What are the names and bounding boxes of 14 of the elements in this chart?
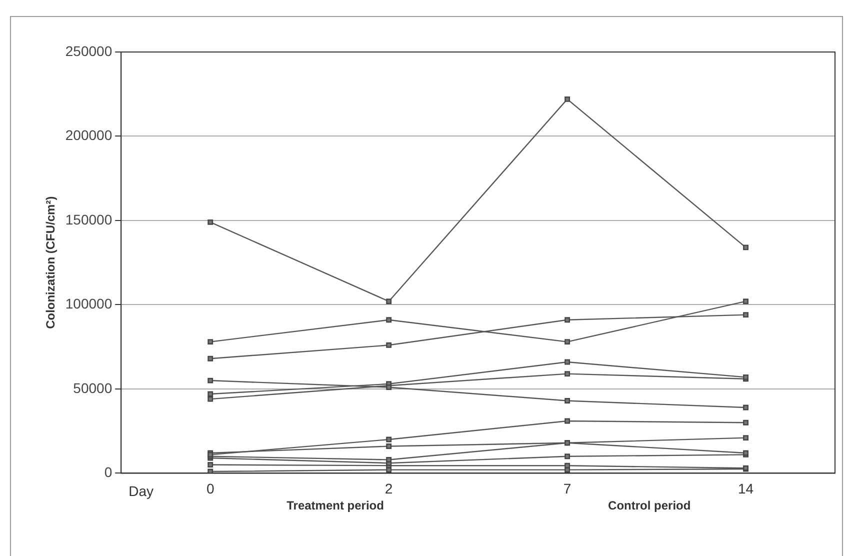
- x-tick-label: 7: [563, 480, 572, 496]
- y-tick-label: 100000: [65, 296, 112, 312]
- y-tick-label: 50000: [73, 380, 112, 396]
- text: Control period: [608, 498, 691, 513]
- x-tick-label: 14: [738, 480, 754, 496]
- x-tick-label: 2: [384, 480, 393, 496]
- y-axis-title: Colonization (CFU/cm²): [44, 196, 58, 329]
- y-tick-label: 150000: [65, 211, 112, 228]
- x-tick-label: 0: [206, 480, 214, 496]
- y-tick-label: 200000: [65, 127, 112, 144]
- x-axis-title: Day: [128, 483, 154, 500]
- text: Treatment period: [286, 498, 384, 513]
- y-tick-label: 0: [104, 464, 112, 480]
- y-tick-label: 250000: [65, 42, 112, 59]
